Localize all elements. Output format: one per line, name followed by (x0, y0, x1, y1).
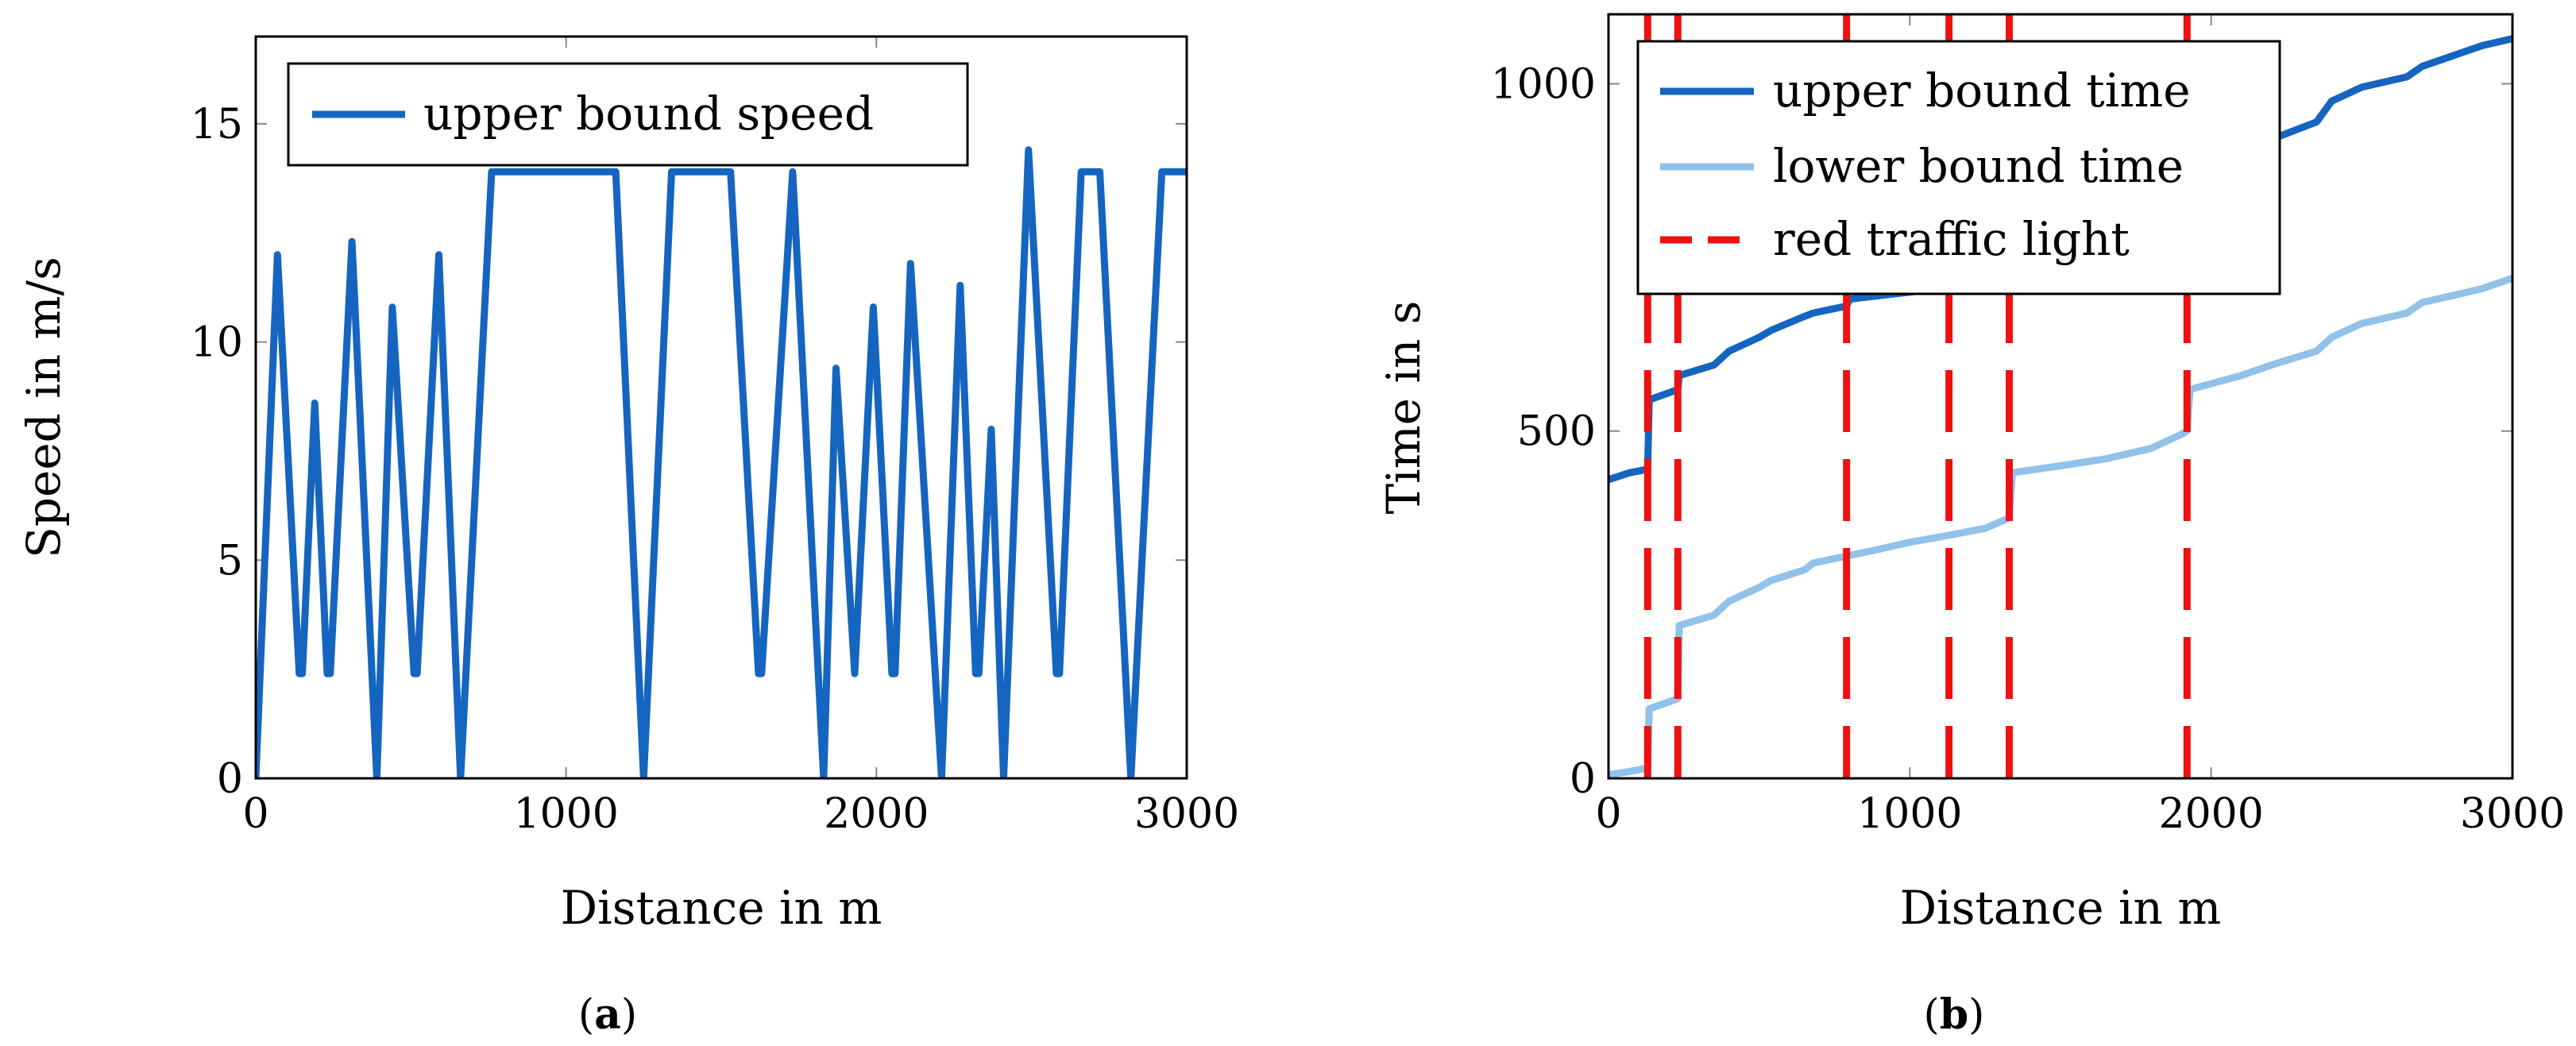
y-tick-label: 0 (1570, 755, 1596, 803)
panel-a-series (256, 146, 1187, 778)
panel-b-plot-frame (1607, 13, 2514, 780)
y-tick-label: 0 (217, 755, 243, 803)
panel-b-legend: upper bound time lower bound time red tr… (1636, 40, 2281, 295)
x-tick-label: 2000 (2158, 790, 2263, 838)
series-line-lower-bound-time (1609, 274, 2512, 778)
panel-b-tick-labels: 0 1000 2000 3000 0 500 1000 (1491, 60, 2566, 838)
x-tick-label: 0 (1595, 790, 1621, 838)
x-tick-label: 3000 (1134, 790, 1239, 838)
panel-a-caption: (a) (578, 990, 637, 1039)
legend-label-red-traffic-light: red traffic light (1773, 212, 2130, 266)
y-tick-label: 1000 (1491, 60, 1596, 108)
panel-a-tick-labels: 0 1000 2000 3000 0 5 10 15 (191, 101, 1239, 838)
chart-panel-b: 0 1000 2000 3000 0 500 1000 Distance in m Time… (1377, 13, 2566, 1039)
legend-label-lower-bound-time: lower bound time (1773, 139, 2184, 193)
chart-panel-a: 0 1000 2000 3000 0 5 10 15 Distance in m Speed … (17, 35, 1239, 1039)
series-line-upper-bound-speed (256, 146, 1187, 778)
panel-b-caption: (b) (1924, 990, 1985, 1039)
x-tick-label: 1000 (513, 790, 618, 838)
x-tick-label: 2000 (824, 790, 929, 838)
legend-label-upper-bound-time: upper bound time (1773, 64, 2191, 118)
y-tick-label: 10 (191, 319, 243, 367)
x-tick-label: 0 (242, 790, 268, 838)
panel-a-legend: upper bound speed (287, 62, 969, 167)
panel-a-y-axis-label: Speed in m/s (17, 257, 71, 558)
panel-a-tick-marks (255, 37, 1188, 779)
legend-label-upper-bound-speed: upper bound speed (423, 87, 874, 141)
y-tick-label: 15 (191, 101, 243, 149)
x-tick-label: 1000 (1857, 790, 1962, 838)
y-tick-label: 500 (1517, 408, 1596, 456)
panel-a-x-axis-label: Distance in m (561, 881, 882, 935)
panel-a-plot-frame (254, 35, 1188, 780)
panel-b-y-axis-label: Time in s (1377, 300, 1431, 514)
y-tick-label: 5 (217, 537, 243, 585)
x-tick-label: 3000 (2460, 790, 2565, 838)
panel-b-x-axis-label: Distance in m (1900, 881, 2222, 935)
